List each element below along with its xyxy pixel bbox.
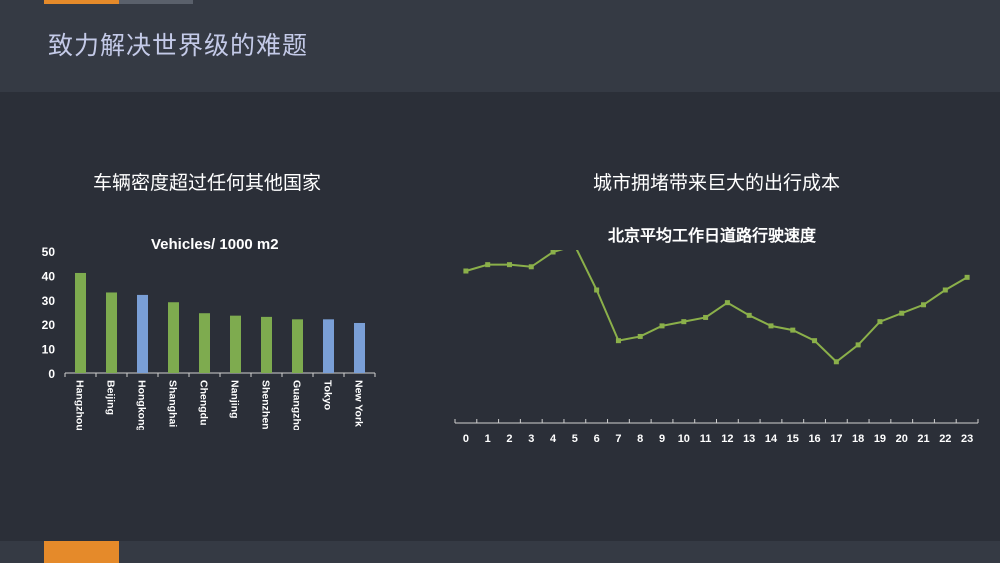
line-x-tick-label: 19 — [874, 433, 886, 445]
bar-x-tick-label: Hongkong — [136, 380, 148, 430]
line-x-tick-label: 21 — [917, 433, 929, 445]
line-chart-subtitle: 北京平均工作日道路行驶速度 — [608, 226, 817, 245]
speed-point — [703, 314, 709, 320]
bar-chart-subtitle: Vehicles/ 1000 m2 — [151, 236, 279, 253]
footer-bar — [0, 541, 1000, 563]
bar-chart-title: 车辆密度超过任何其他国家 — [93, 172, 322, 194]
line-x-tick-label: 8 — [637, 433, 643, 445]
bar — [354, 322, 365, 373]
header-accent-gray — [119, 0, 193, 4]
speed-point — [812, 338, 818, 344]
speed-point — [964, 274, 970, 280]
line-chart: 0 1 2 3 4 5 6 7 8 9 10 11 12 13 14 15 16 17 18 19 20 21 22 23 — [454, 250, 979, 445]
bar-x-tick-label: New York — [353, 380, 365, 427]
speed-point — [659, 323, 665, 329]
line-x-tick-label: 15 — [787, 433, 799, 445]
line-x-tick-label: 2 — [506, 433, 512, 445]
bar-x-tick-label: Nanjing — [229, 380, 241, 419]
speed-point — [724, 300, 730, 306]
bar — [199, 313, 210, 373]
speed-point — [637, 333, 643, 339]
bar-y-tick-label: 50 — [42, 245, 56, 259]
line-x-tick-label: 18 — [852, 433, 864, 445]
bar — [261, 316, 272, 373]
bar-y-tick-label: 0 — [48, 367, 55, 381]
line-x-tick-label: 16 — [808, 433, 820, 445]
header-bar — [0, 0, 1000, 92]
bar-y-tick-label: 40 — [42, 269, 56, 283]
bar-x-tick-label: Hangzhou — [74, 380, 86, 430]
speed-point — [899, 310, 905, 316]
line-x-tick-label: 7 — [615, 433, 621, 445]
bar-x-tick-label: Tokyo — [322, 380, 334, 410]
bar — [292, 319, 303, 373]
line-x-tick-label: 23 — [961, 433, 973, 445]
speed-point — [615, 338, 621, 344]
bar-x-tick-label: Shenzhen — [260, 380, 272, 430]
line-x-tick-label: 17 — [830, 433, 842, 445]
speed-point — [485, 262, 491, 268]
bar-y-tick-label: 20 — [42, 318, 56, 332]
line-x-tick-label: 3 — [528, 433, 534, 445]
speed-point — [833, 359, 839, 365]
line-x-tick-label: 5 — [572, 433, 578, 445]
page-title: 致力解决世界级的难题 — [48, 31, 309, 60]
footer-accent-orange — [44, 541, 119, 563]
bar — [137, 294, 148, 373]
line-chart-title: 城市拥堵带来巨大的出行成本 — [593, 172, 841, 194]
line-x-tick-label: 0 — [463, 433, 469, 445]
speed-point — [463, 268, 469, 274]
line-x-tick-label: 22 — [939, 433, 951, 445]
line-x-tick-label: 9 — [659, 433, 665, 445]
bar — [106, 292, 117, 373]
line-x-tick-label: 4 — [550, 433, 557, 445]
line-x-tick-label: 10 — [678, 433, 690, 445]
speed-point — [942, 287, 948, 293]
speed-point — [768, 323, 774, 329]
header-accent-orange — [44, 0, 119, 4]
speed-point — [877, 319, 883, 325]
line-x-tick-label: 12 — [721, 433, 733, 445]
bar — [323, 319, 334, 373]
bar-x-tick-label: Chengdu — [198, 380, 210, 426]
bar-x-tick-label: Guangzhou — [291, 380, 303, 430]
bar-x-tick-label: Beijing — [105, 380, 117, 415]
bar-y-tick-label: 10 — [42, 343, 56, 357]
speed-point — [921, 302, 927, 308]
line-x-tick-label: 6 — [594, 433, 600, 445]
line-x-tick-label: 14 — [765, 433, 778, 445]
speed-point — [594, 287, 600, 293]
speed-point — [790, 327, 796, 333]
bar-y-tick-label: 30 — [42, 294, 56, 308]
bar-x-tick-label: Shanghai — [167, 380, 179, 427]
line-x-tick-label: 1 — [485, 433, 491, 445]
speed-point — [528, 264, 534, 270]
speed-point — [506, 262, 512, 268]
speed-point — [681, 319, 687, 325]
speed-point — [746, 312, 752, 318]
line-x-tick-label: 11 — [700, 433, 712, 445]
bar-chart: Vehicles/ 1000 m2 0 10 20 30 40 50 Hangzhou Beij… — [42, 236, 376, 430]
bar — [230, 315, 241, 373]
bar — [75, 272, 86, 373]
speed-series-line — [465, 250, 968, 364]
speed-point — [855, 342, 861, 348]
bar — [168, 302, 179, 373]
line-x-tick-label: 20 — [896, 433, 908, 445]
line-x-tick-label: 13 — [743, 433, 755, 445]
speed-point — [550, 250, 556, 255]
